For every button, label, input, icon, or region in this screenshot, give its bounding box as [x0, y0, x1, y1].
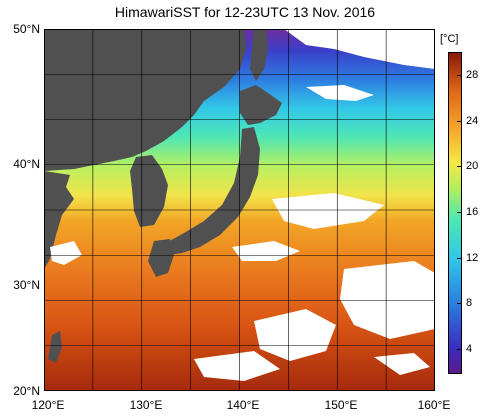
colorbar-tick-mark: [457, 349, 461, 350]
colorbar-tick-mark: [457, 303, 461, 304]
land-china-coast: [44, 171, 74, 269]
colorbar-tick-mark: [457, 258, 461, 259]
lat-label-50n: 50°N: [13, 22, 40, 36]
lat-label-40n: 40°N: [13, 157, 40, 171]
colorbar-tick-label: 20: [466, 160, 479, 172]
land-japan-honshu: [166, 127, 260, 255]
lon-label-140e: 140°E: [226, 398, 260, 412]
colorbar-tick-label: 28: [466, 69, 479, 81]
colorbar-unit: [°C]: [440, 33, 459, 45]
colorbar-tick-label: 24: [466, 115, 479, 127]
graticule: [44, 29, 435, 391]
colorbar-tick-mark: [457, 121, 461, 122]
land-sakhalin: [250, 29, 268, 81]
lon-label-130e: 130°E: [129, 398, 163, 412]
land-asia-mainland: [44, 29, 246, 171]
missing-data: [50, 29, 435, 381]
colorbar-tick-label: 8: [466, 297, 473, 309]
colorbar: [448, 52, 462, 374]
colorbar-tick-label: 4: [466, 343, 473, 355]
land-japan-hokkaido: [240, 85, 282, 125]
land-japan-kyushu: [148, 239, 174, 277]
lat-label-30n: 30°N: [13, 278, 40, 292]
map-frame: [44, 29, 435, 391]
colorbar-tick-label: 12: [466, 252, 479, 264]
colorbar-tick-mark: [457, 212, 461, 213]
lat-label-20n: 20°N: [13, 384, 40, 398]
sst-map: [44, 29, 435, 391]
colorbar-tick-label: 16: [466, 206, 479, 218]
land-taiwan: [48, 331, 62, 363]
colorbar-tick-mark: [457, 75, 461, 76]
lon-label-120e: 120°E: [31, 398, 65, 412]
land-korea: [130, 155, 168, 227]
colorbar-tick-mark: [457, 166, 461, 167]
map-title: HimawariSST for 12-23UTC 13 Nov. 2016: [114, 4, 376, 20]
lon-label-160e: 160°E: [417, 398, 451, 412]
lon-label-150e: 150°E: [324, 398, 358, 412]
